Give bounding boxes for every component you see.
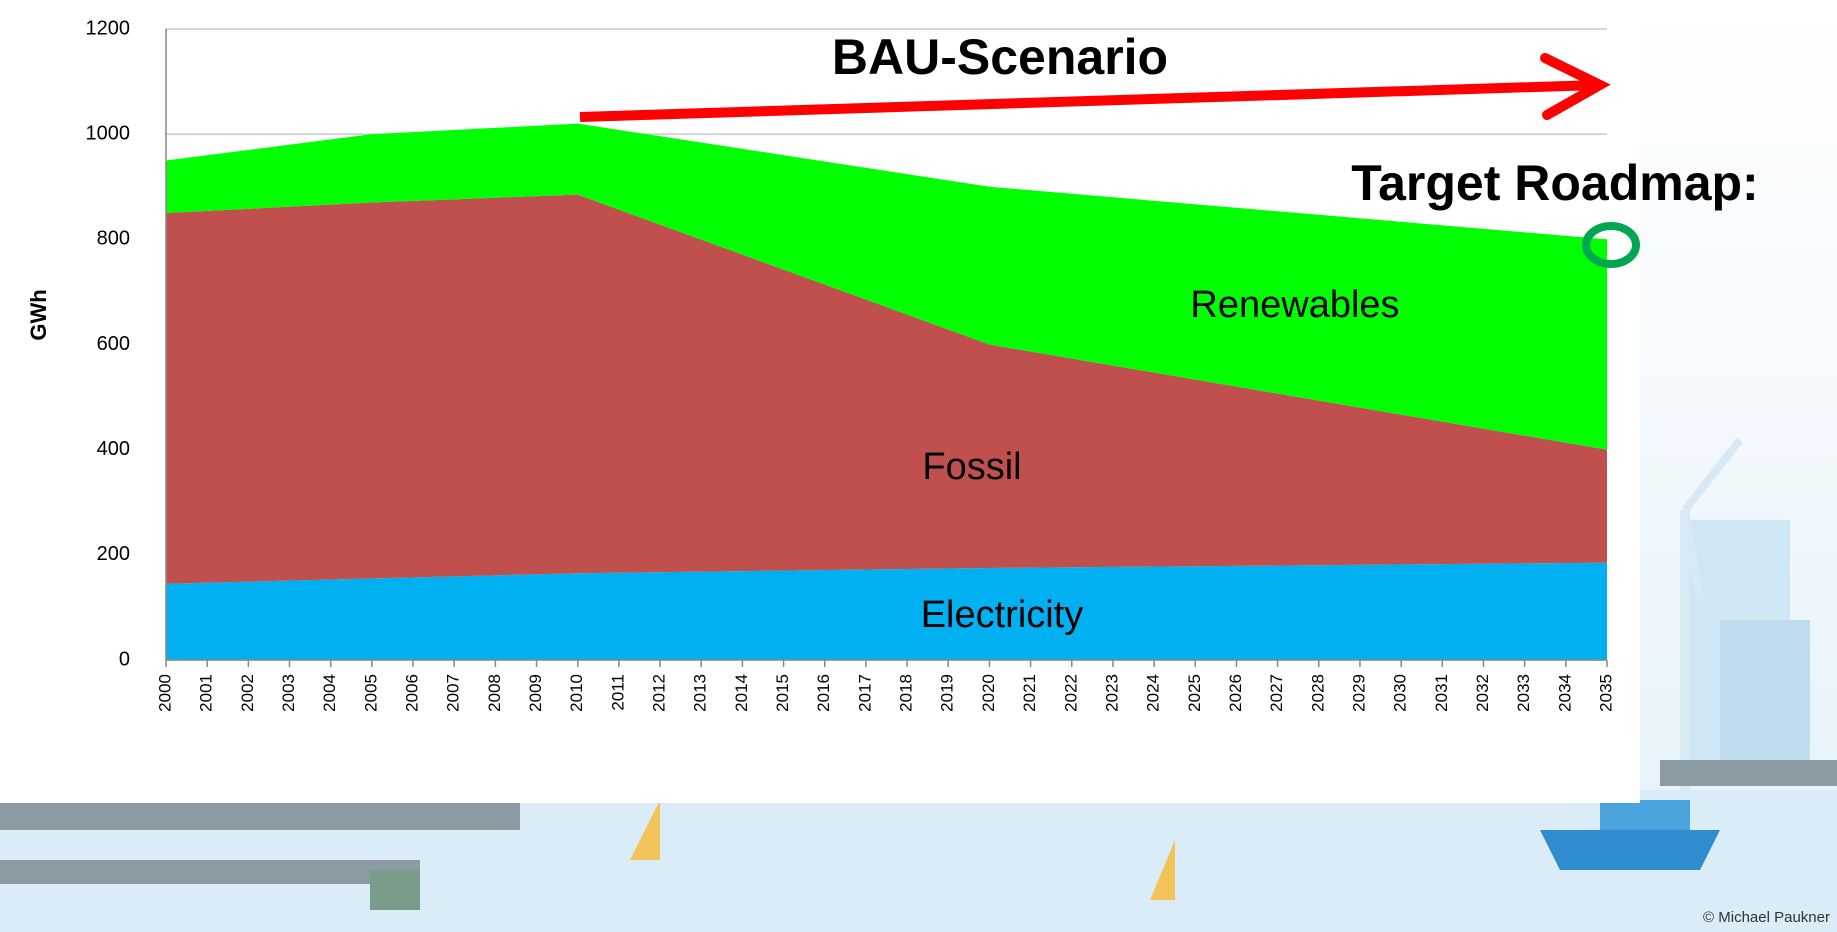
x-tick-label: 2034 <box>1555 674 1574 712</box>
x-tick-label: 2032 <box>1473 674 1492 712</box>
x-tick-label: 2028 <box>1308 674 1327 712</box>
x-tick-label: 2015 <box>773 674 792 712</box>
x-tick-label: 2024 <box>1144 674 1163 712</box>
x-tick-label: 2013 <box>691 674 710 712</box>
x-tick-label: 2022 <box>1061 674 1080 712</box>
y-tick-label: 1200 <box>86 17 131 39</box>
x-tick-label: 2031 <box>1432 674 1451 712</box>
y-tick-label: 1000 <box>86 122 131 144</box>
x-tick-label: 2012 <box>650 674 669 712</box>
x-tick-label: 2004 <box>320 674 339 712</box>
x-tick-label: 2030 <box>1391 674 1410 712</box>
annotation: BAU-Scenario <box>832 29 1168 85</box>
x-tick-label: 2014 <box>732 674 751 712</box>
y-tick-label: 600 <box>97 333 130 355</box>
x-tick-label: 2006 <box>403 674 422 712</box>
x-tick-label: 2035 <box>1596 674 1615 712</box>
x-tick-label: 2007 <box>444 674 463 712</box>
x-tick-label: 2029 <box>1349 674 1368 712</box>
x-tick-label: 2002 <box>238 674 257 712</box>
y-tick-label: 800 <box>97 228 130 250</box>
x-tick-label: 2016 <box>814 674 833 712</box>
x-tick-label: 2019 <box>938 674 957 712</box>
x-tick-label: 2018 <box>897 674 916 712</box>
x-tick-label: 2033 <box>1514 674 1533 712</box>
x-tick-label: 2005 <box>361 674 380 712</box>
chart: GWh 0 200 400 600 800 1000 1200 Electricity Foss… <box>0 0 1837 932</box>
x-tick-label: 2003 <box>279 674 298 712</box>
x-tick-label: 2021 <box>1020 674 1039 712</box>
credit: © Michael Paukner <box>1703 909 1830 926</box>
x-tick-label: 2011 <box>608 674 627 711</box>
page: {"chart_data": {"type": "stacked-area", … <box>0 0 1837 932</box>
y-axis-label: GWh <box>26 289 51 340</box>
x-tick-label: 2026 <box>1226 674 1245 712</box>
x-tick-label: 2023 <box>1102 674 1121 712</box>
x-tick-label: 2010 <box>567 674 586 712</box>
y-tick-label: 400 <box>97 438 130 460</box>
x-tick-label: 2008 <box>485 674 504 712</box>
y-tick-label: 200 <box>97 543 130 565</box>
x-tick-label: 2017 <box>855 674 874 712</box>
series-label: Renewables <box>1190 284 1399 326</box>
series-label: Fossil <box>922 446 1021 488</box>
x-tick-label: 2025 <box>1185 674 1204 712</box>
x-tick-label: 2001 <box>197 674 216 712</box>
x-tick-label: 2009 <box>526 674 545 712</box>
series-label: Electricity <box>921 594 1084 636</box>
x-tick-label: 2027 <box>1267 674 1286 712</box>
x-tick-label: 2020 <box>979 674 998 712</box>
x-tick-label: 2000 <box>155 674 174 712</box>
y-tick-label: 0 <box>119 648 130 670</box>
annotation: Target Roadmap: <box>1351 155 1758 211</box>
